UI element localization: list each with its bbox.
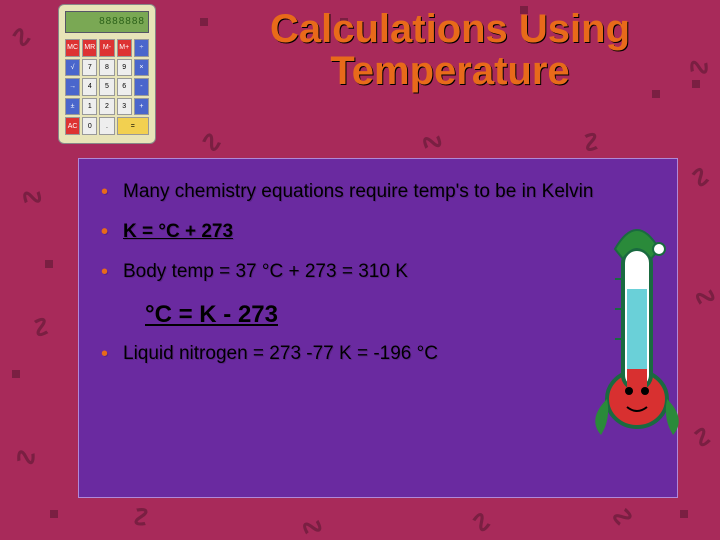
calc-key: M- bbox=[99, 39, 114, 57]
confetti: ∿ bbox=[292, 506, 331, 540]
bullet-formula-k: K = °C + 273 bbox=[101, 221, 655, 243]
confetti: ∿ bbox=[464, 502, 499, 540]
calc-key: 1 bbox=[82, 98, 97, 116]
confetti: ∿ bbox=[196, 123, 227, 161]
thermometer-image bbox=[577, 219, 697, 449]
formula-c: °C = K - 273 bbox=[101, 301, 655, 329]
calc-key: = bbox=[117, 117, 149, 135]
calc-key: 4 bbox=[82, 78, 97, 96]
bullet-body-temp: Body temp = 37 °C + 273 = 310 K bbox=[101, 261, 655, 283]
bullet-intro: Many chemistry equations require temp's … bbox=[101, 181, 655, 203]
calc-key: 0 bbox=[82, 117, 97, 135]
calc-key: - bbox=[134, 78, 149, 96]
calc-key: ÷ bbox=[134, 39, 149, 57]
confetti-dot bbox=[45, 260, 53, 268]
calc-key: → bbox=[65, 78, 80, 96]
calculator-display: 8888888 bbox=[65, 11, 149, 33]
confetti: ∿ bbox=[682, 156, 719, 196]
confetti: ∿ bbox=[10, 438, 41, 476]
calculator-keys: MCMRM-M+÷ √789× →456- ±123+ AC0.= bbox=[65, 39, 149, 135]
calc-key: 3 bbox=[117, 98, 132, 116]
confetti: ∿ bbox=[602, 498, 642, 535]
content-panel: Many chemistry equations require temp's … bbox=[78, 158, 678, 498]
confetti-dot bbox=[692, 80, 700, 88]
confetti-dot bbox=[12, 370, 20, 378]
confetti-dot bbox=[50, 510, 58, 518]
confetti: ∿ bbox=[413, 121, 451, 161]
calc-key: 2 bbox=[99, 98, 114, 116]
confetti: ∿ bbox=[13, 176, 50, 216]
confetti: ∿ bbox=[22, 307, 62, 346]
calc-key: 6 bbox=[117, 78, 132, 96]
calc-key: 9 bbox=[117, 59, 132, 77]
calculator-image: 8888888 MCMRM-M+÷ √789× →456- ±123+ AC0.= bbox=[58, 4, 156, 144]
calc-key: M+ bbox=[117, 39, 132, 57]
confetti: ∿ bbox=[5, 17, 38, 56]
confetti: ∿ bbox=[571, 122, 611, 160]
calc-key: MR bbox=[82, 39, 97, 57]
calc-key: 8 bbox=[99, 59, 114, 77]
calc-key: + bbox=[134, 98, 149, 116]
calc-key: × bbox=[134, 59, 149, 77]
confetti: ∿ bbox=[122, 500, 161, 533]
slide-title: Calculations Using Temperature bbox=[220, 8, 680, 92]
calc-key: MC bbox=[65, 39, 80, 57]
confetti-dot bbox=[200, 18, 208, 26]
calc-key: ± bbox=[65, 98, 80, 116]
bullet-liquid-nitrogen: Liquid nitrogen = 273 -77 K = -196 °C bbox=[101, 343, 655, 365]
confetti-dot bbox=[680, 510, 688, 518]
calc-key: AC bbox=[65, 117, 80, 135]
calc-key: √ bbox=[65, 59, 80, 77]
calc-key: . bbox=[99, 117, 114, 135]
slide: ∿ ∿ ∿ ∿ ∿ ∿ ∿ ∿ ∿ ∿ ∿ ∿ ∿ ∿ ∿ Calculatio… bbox=[0, 0, 720, 540]
calc-key: 5 bbox=[99, 78, 114, 96]
calc-key: 7 bbox=[82, 59, 97, 77]
